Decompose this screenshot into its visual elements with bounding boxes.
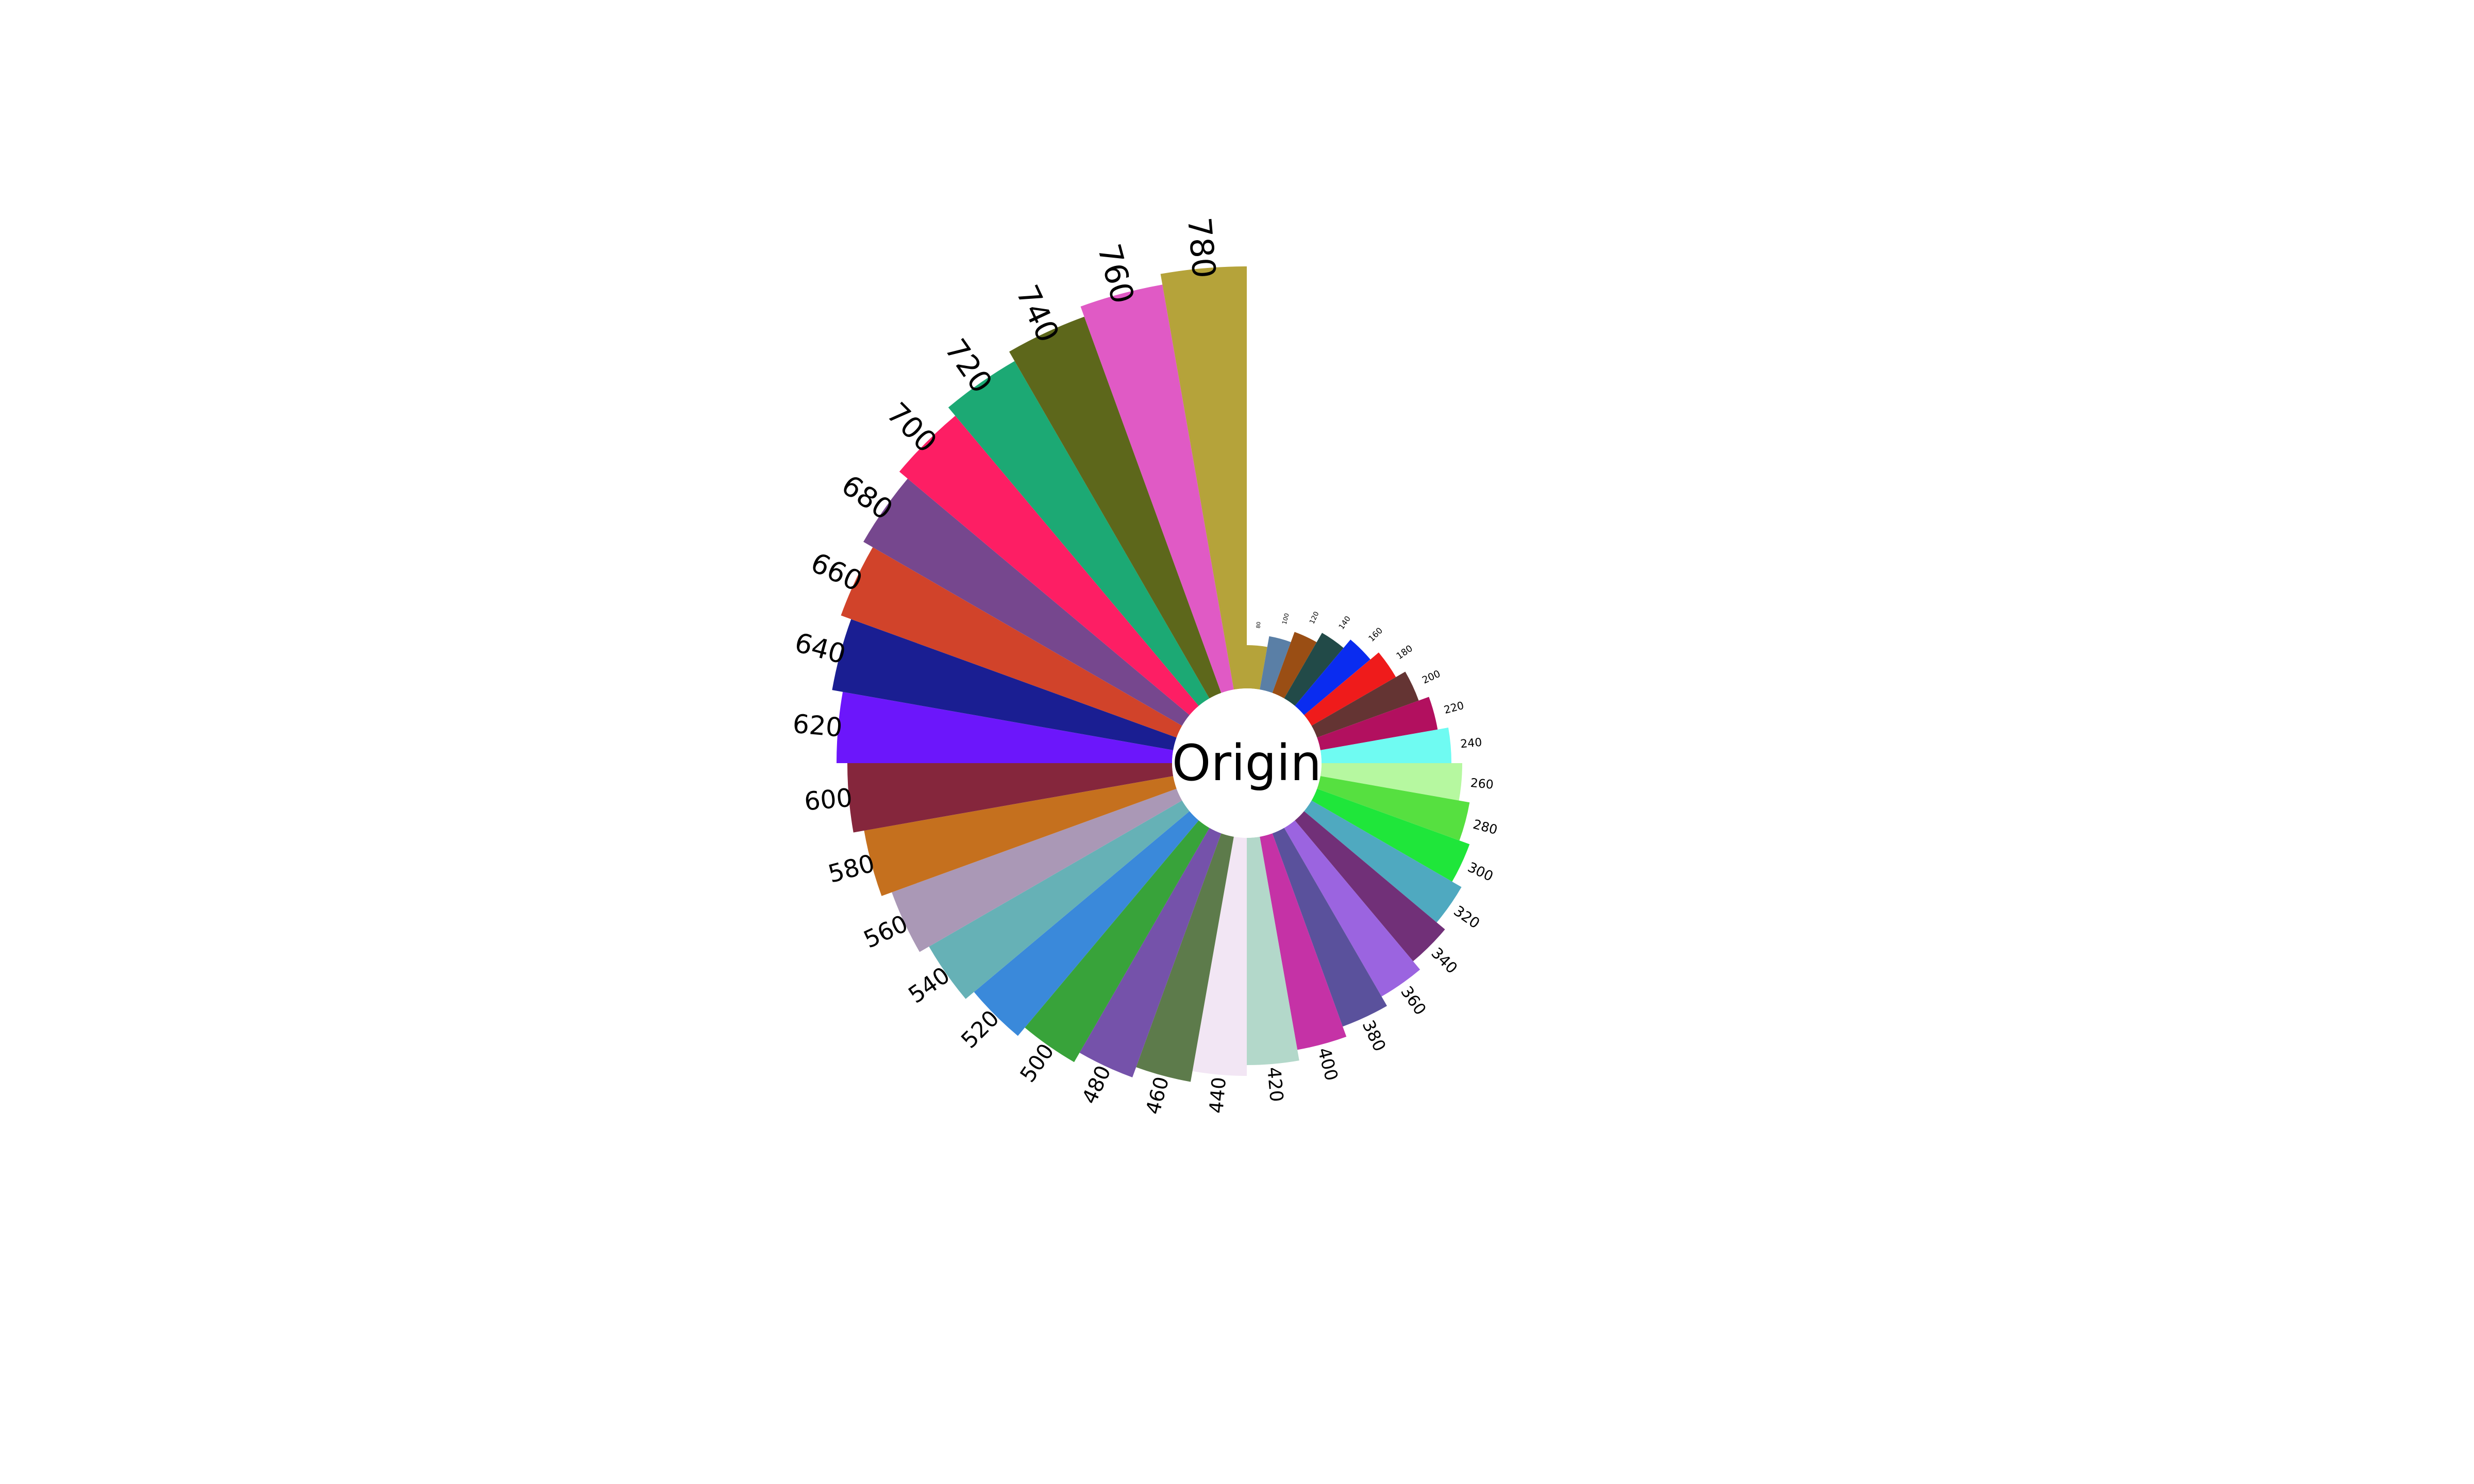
bar-480 xyxy=(1079,828,1222,1077)
bar-660 xyxy=(841,547,1182,738)
bar-label-140: 140 xyxy=(1338,615,1352,631)
bar-label-640: 640 xyxy=(791,627,848,670)
bar-720 xyxy=(948,361,1210,706)
bar-label-760: 760 xyxy=(1090,240,1141,308)
bar-260 xyxy=(1320,763,1462,801)
bar-label-120: 120 xyxy=(1308,611,1320,626)
bar-120 xyxy=(1272,632,1317,699)
bar-label-220: 220 xyxy=(1443,699,1465,716)
bar-label-780: 780 xyxy=(1180,216,1223,280)
bar-380 xyxy=(1272,828,1387,1027)
bar-label-300: 300 xyxy=(1465,859,1496,885)
bar-label-340: 340 xyxy=(1428,944,1461,977)
bar-label-360: 360 xyxy=(1397,983,1429,1019)
bar-160 xyxy=(1295,639,1370,715)
bar-label-580: 580 xyxy=(825,849,878,889)
bar-420 xyxy=(1247,836,1299,1065)
bar-label-620: 620 xyxy=(792,709,844,743)
bar-label-400: 400 xyxy=(1313,1045,1342,1083)
bar-140 xyxy=(1284,633,1344,706)
bar-label-460: 460 xyxy=(1142,1074,1174,1117)
bar-740 xyxy=(1009,316,1222,699)
bar-100 xyxy=(1260,636,1291,693)
bar-340 xyxy=(1295,811,1445,962)
bar-label-440: 440 xyxy=(1205,1076,1230,1114)
bar-680 xyxy=(863,478,1190,726)
bar-360 xyxy=(1284,820,1420,997)
bar-label-240: 240 xyxy=(1460,736,1482,751)
bar-540 xyxy=(929,800,1190,999)
bar-700 xyxy=(899,415,1199,715)
bar-780 xyxy=(1160,266,1247,690)
bar-label-380: 380 xyxy=(1358,1017,1390,1054)
bar-label-600: 600 xyxy=(803,783,854,817)
bar-460 xyxy=(1136,833,1234,1082)
bar-label-100: 100 xyxy=(1280,612,1290,625)
bar-760 xyxy=(1080,284,1234,693)
bar-560 xyxy=(892,788,1182,952)
bar-300 xyxy=(1311,788,1470,882)
bar-label-160: 160 xyxy=(1366,626,1384,644)
bar-320 xyxy=(1304,800,1462,923)
bar-400 xyxy=(1260,833,1347,1050)
bar-580 xyxy=(864,776,1177,896)
bar-180 xyxy=(1304,652,1396,726)
bar-label-420: 420 xyxy=(1263,1066,1287,1103)
bar-label-180: 180 xyxy=(1395,644,1415,662)
bars-group xyxy=(832,266,1470,1082)
bar-220 xyxy=(1317,697,1438,750)
bar-500 xyxy=(1025,820,1210,1063)
center-hole xyxy=(1172,688,1322,838)
bar-label-320: 320 xyxy=(1450,902,1483,932)
bar-440 xyxy=(1192,836,1247,1076)
bar-620 xyxy=(837,692,1174,763)
bar-600 xyxy=(847,763,1174,833)
bar-520 xyxy=(974,811,1199,1036)
bar-label-480: 480 xyxy=(1078,1062,1116,1108)
bar-200 xyxy=(1311,671,1419,738)
bar-label-260: 260 xyxy=(1470,775,1494,792)
center-label: Origin xyxy=(1172,734,1322,792)
bar-label-280: 280 xyxy=(1472,817,1499,837)
bar-640 xyxy=(832,619,1177,750)
bar-label-80: 80 xyxy=(1256,621,1262,629)
bar-80 xyxy=(1247,645,1267,690)
bar-240 xyxy=(1320,728,1451,763)
bar-280 xyxy=(1317,776,1470,841)
bar-label-200: 200 xyxy=(1420,668,1442,686)
